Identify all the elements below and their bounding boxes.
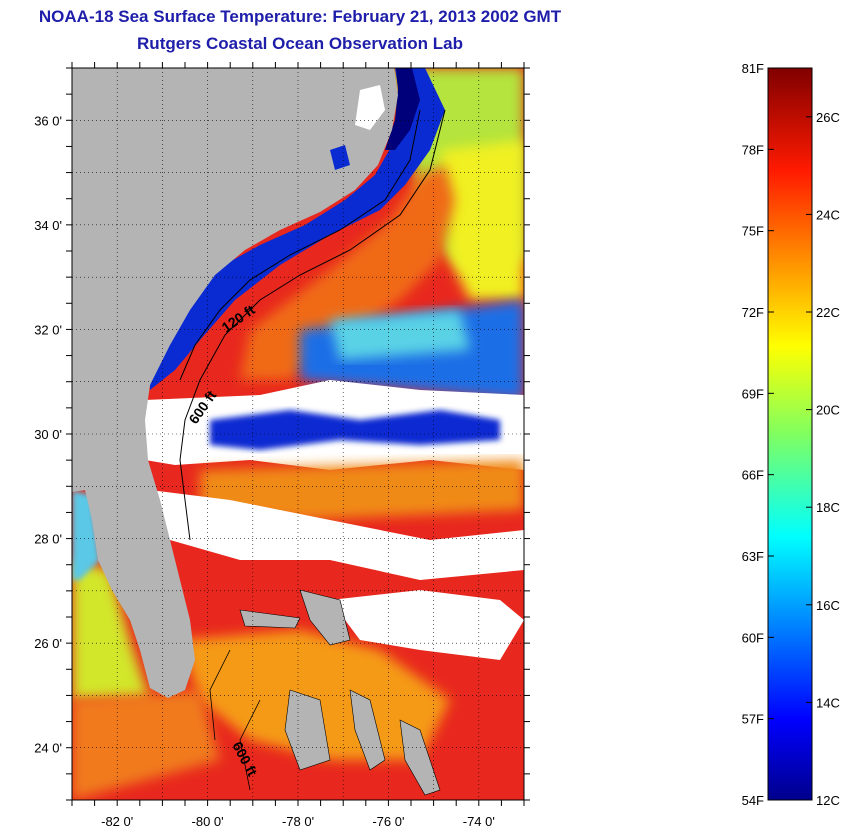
fahrenheit-label: 57F xyxy=(742,712,764,727)
bahamas-eleuthera xyxy=(349,689,386,771)
celsius-label: 18C xyxy=(816,500,840,515)
sst-map: 24 0' 26 0' 28 0' 30 0' 32 0' 34 0' 36 0' -82 … xyxy=(34,62,530,829)
contour-600ft xyxy=(179,109,446,541)
lat-label: 36 0' xyxy=(34,113,62,128)
sst-imagery xyxy=(72,68,524,800)
cloud-gap-blue xyxy=(210,410,500,450)
map-subtitle: Rutgers Coastal Ocean Observation Lab xyxy=(137,34,463,53)
temperature-colorbar: 81F 78F 75F 72F 69F 66F 63F 60F 57F 54F 26C 24C 22C… xyxy=(742,61,840,808)
celsius-label: 20C xyxy=(816,403,840,418)
celsius-labels: 26C 24C 22C 20C 18C 16C 14C 12C xyxy=(806,110,840,808)
cloud-band-28n xyxy=(150,490,524,580)
inland-water xyxy=(330,145,350,170)
longitude-labels: -82 0' -80 0' -78 0' -76 0' -74 0' xyxy=(101,814,495,829)
map-title: NOAA-18 Sea Surface Temperature: Februar… xyxy=(38,7,562,26)
celsius-label: 22C xyxy=(816,305,840,320)
contour-bahamas xyxy=(209,649,261,791)
southern-orange-patch xyxy=(180,630,450,760)
lon-label: -78 0' xyxy=(282,814,314,829)
gulf-stream-north xyxy=(240,165,455,380)
lon-label: -76 0' xyxy=(372,814,404,829)
fahrenheit-label: 75F xyxy=(742,224,764,239)
lon-label: -82 0' xyxy=(101,814,133,829)
offshore-yellow-band xyxy=(440,140,524,300)
colorbar-gradient xyxy=(767,67,813,801)
fahrenheit-label: 66F xyxy=(742,468,764,483)
lon-label: -74 0' xyxy=(463,814,495,829)
celsius-label: 14C xyxy=(816,695,840,710)
mid-ocean-cyan-patch xyxy=(330,310,470,360)
celsius-label: 24C xyxy=(816,207,840,222)
cloud-patch-south xyxy=(330,590,524,660)
bahamas-great-abaco xyxy=(299,589,351,646)
lat-label: 30 0' xyxy=(34,427,62,442)
lat-label: 24 0' xyxy=(34,741,62,756)
celsius-label: 12C xyxy=(816,793,840,808)
contour-120ft xyxy=(179,109,421,381)
latitude-labels: 24 0' 26 0' 28 0' 30 0' 32 0' 34 0' 36 0' xyxy=(34,113,62,755)
fahrenheit-label: 60F xyxy=(742,630,764,645)
fahrenheit-label: 54F xyxy=(742,793,764,808)
celsius-label: 16C xyxy=(816,598,840,613)
bahamas-grand-bahama xyxy=(239,609,301,629)
fahrenheit-labels: 81F 78F 75F 72F 69F 66F 63F 60F 57F 54F xyxy=(742,61,774,808)
fahrenheit-label: 81F xyxy=(742,61,764,76)
lat-label: 32 0' xyxy=(34,322,62,337)
bahamas-andros xyxy=(284,689,331,771)
gulf-shelf-cool xyxy=(72,560,150,700)
celsius-label: 26C xyxy=(816,110,840,125)
lat-label: 34 0' xyxy=(34,218,62,233)
fahrenheit-label: 69F xyxy=(742,386,764,401)
us-mainland xyxy=(72,68,398,698)
pamlico-sound xyxy=(355,85,385,130)
map-gridlines xyxy=(66,62,530,806)
nearshore-very-cold xyxy=(385,68,420,150)
lon-label: -80 0' xyxy=(192,814,224,829)
gulf-stream-mid xyxy=(200,460,524,520)
lat-label: 28 0' xyxy=(34,532,62,547)
keys-shelf xyxy=(72,690,220,800)
lat-label: 26 0' xyxy=(34,636,62,651)
coastal-cold-band xyxy=(150,68,445,390)
fahrenheit-label: 63F xyxy=(742,549,764,564)
fahrenheit-label: 72F xyxy=(742,305,764,320)
fahrenheit-label: 78F xyxy=(742,142,764,157)
bahamas-exuma xyxy=(399,719,441,796)
